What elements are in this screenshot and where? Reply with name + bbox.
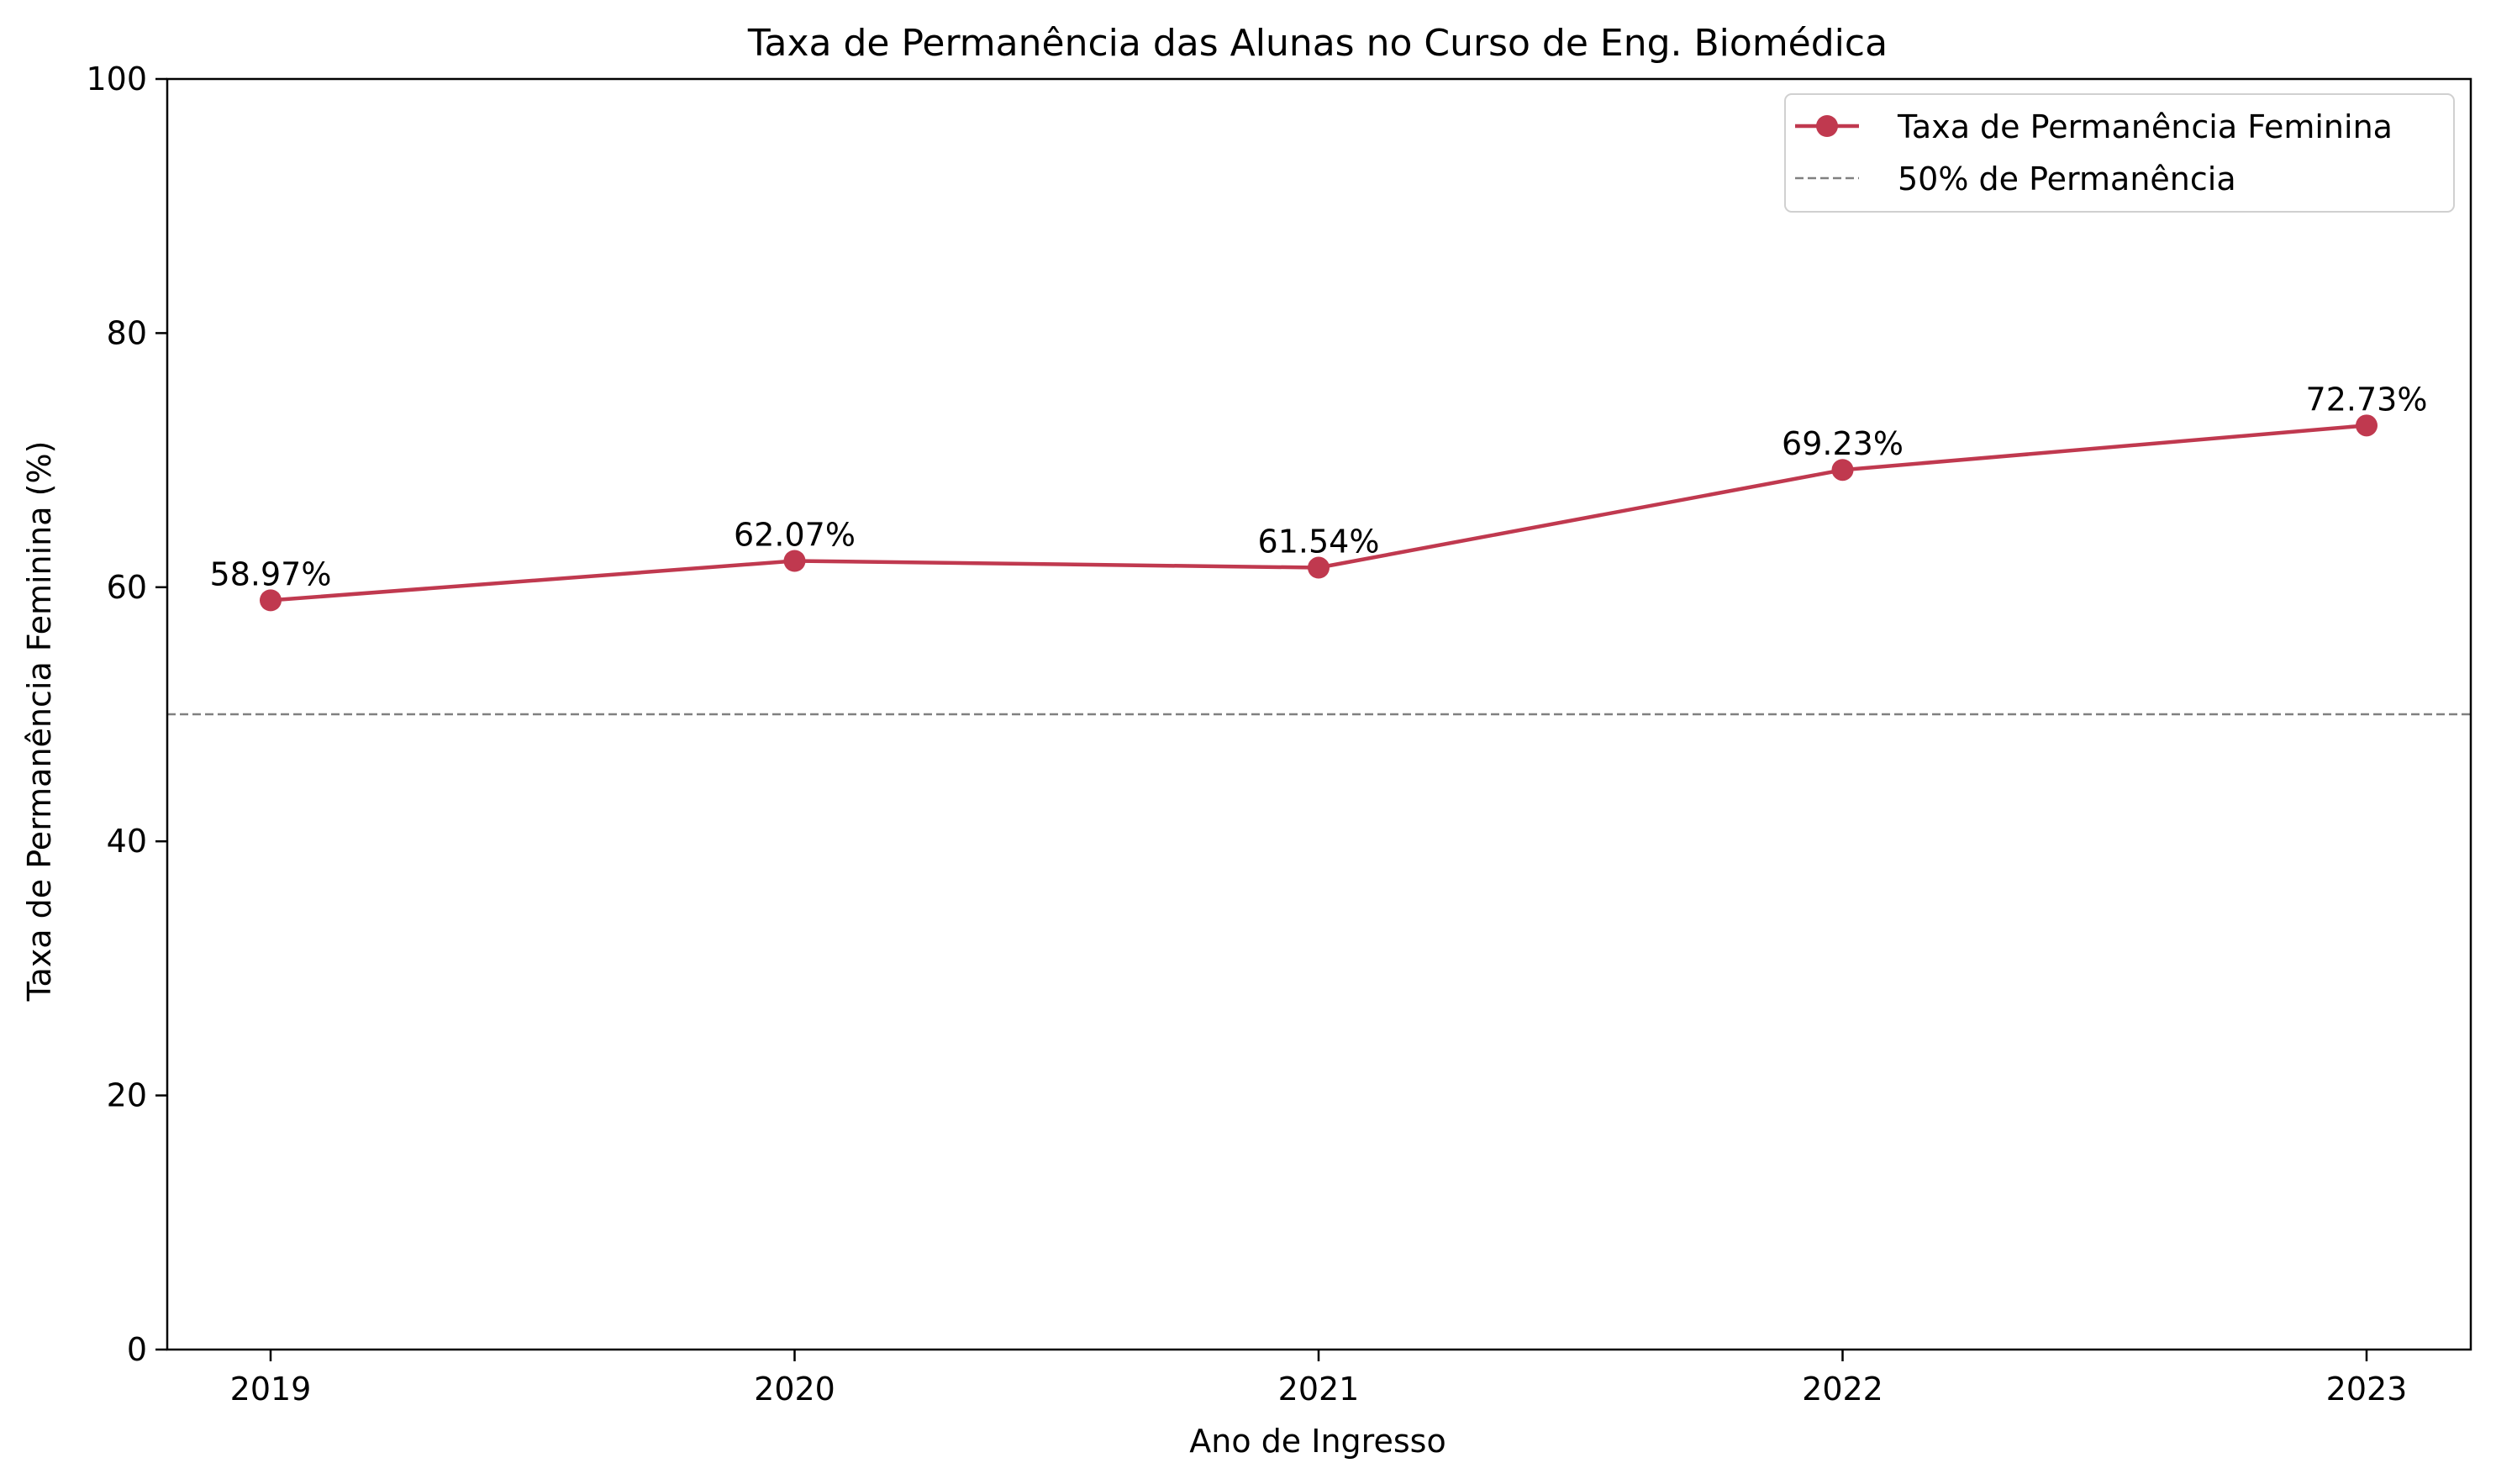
axes: 0 20 40 60 80 100 2019 2020 2021 2022 2023 <box>86 61 2472 1408</box>
data-point <box>1831 459 1854 482</box>
x-tick-label: 2021 <box>1278 1371 1360 1408</box>
chart-title: Taxa de Permanência das Alunas no Curso … <box>747 22 1888 65</box>
x-tick-label: 2020 <box>754 1371 835 1408</box>
legend-reference-label: 50% de Permanência <box>1898 161 2236 197</box>
data-point <box>2356 414 2378 437</box>
x-axis-label: Ano de Ingresso <box>1189 1423 1445 1460</box>
data-label: 69.23% <box>1782 425 1904 462</box>
y-axis-label: Taxa de Permanência Feminina (%) <box>21 441 58 1002</box>
legend-series-marker <box>1816 115 1838 137</box>
data-label: 62.07% <box>734 517 856 554</box>
legend-box <box>1784 93 2455 213</box>
y-tick-label: 60 <box>107 569 147 606</box>
y-tick-label: 20 <box>107 1077 147 1114</box>
y-tick-label: 80 <box>107 314 147 351</box>
legend-series-label: Taxa de Permanência Feminina <box>1897 108 2393 145</box>
data-label: 58.97% <box>210 555 332 592</box>
data-label: 61.54% <box>1258 524 1380 560</box>
data-point <box>260 589 282 612</box>
plot-area: 58.97% 62.07% 61.54% 69.23% 72.73% <box>167 381 2471 716</box>
x-tick-label: 2019 <box>230 1371 312 1408</box>
data-point <box>783 550 806 572</box>
data-label: 72.73% <box>2306 381 2428 418</box>
y-tick-label: 100 <box>86 61 147 97</box>
y-tick-label: 40 <box>107 823 147 860</box>
x-tick-label: 2022 <box>1802 1371 1883 1408</box>
x-tick-label: 2023 <box>2326 1371 2408 1408</box>
data-point <box>1308 556 1330 579</box>
legend: Taxa de Permanência Feminina 50% de Perm… <box>1784 93 2455 213</box>
y-tick-label: 0 <box>127 1331 147 1368</box>
